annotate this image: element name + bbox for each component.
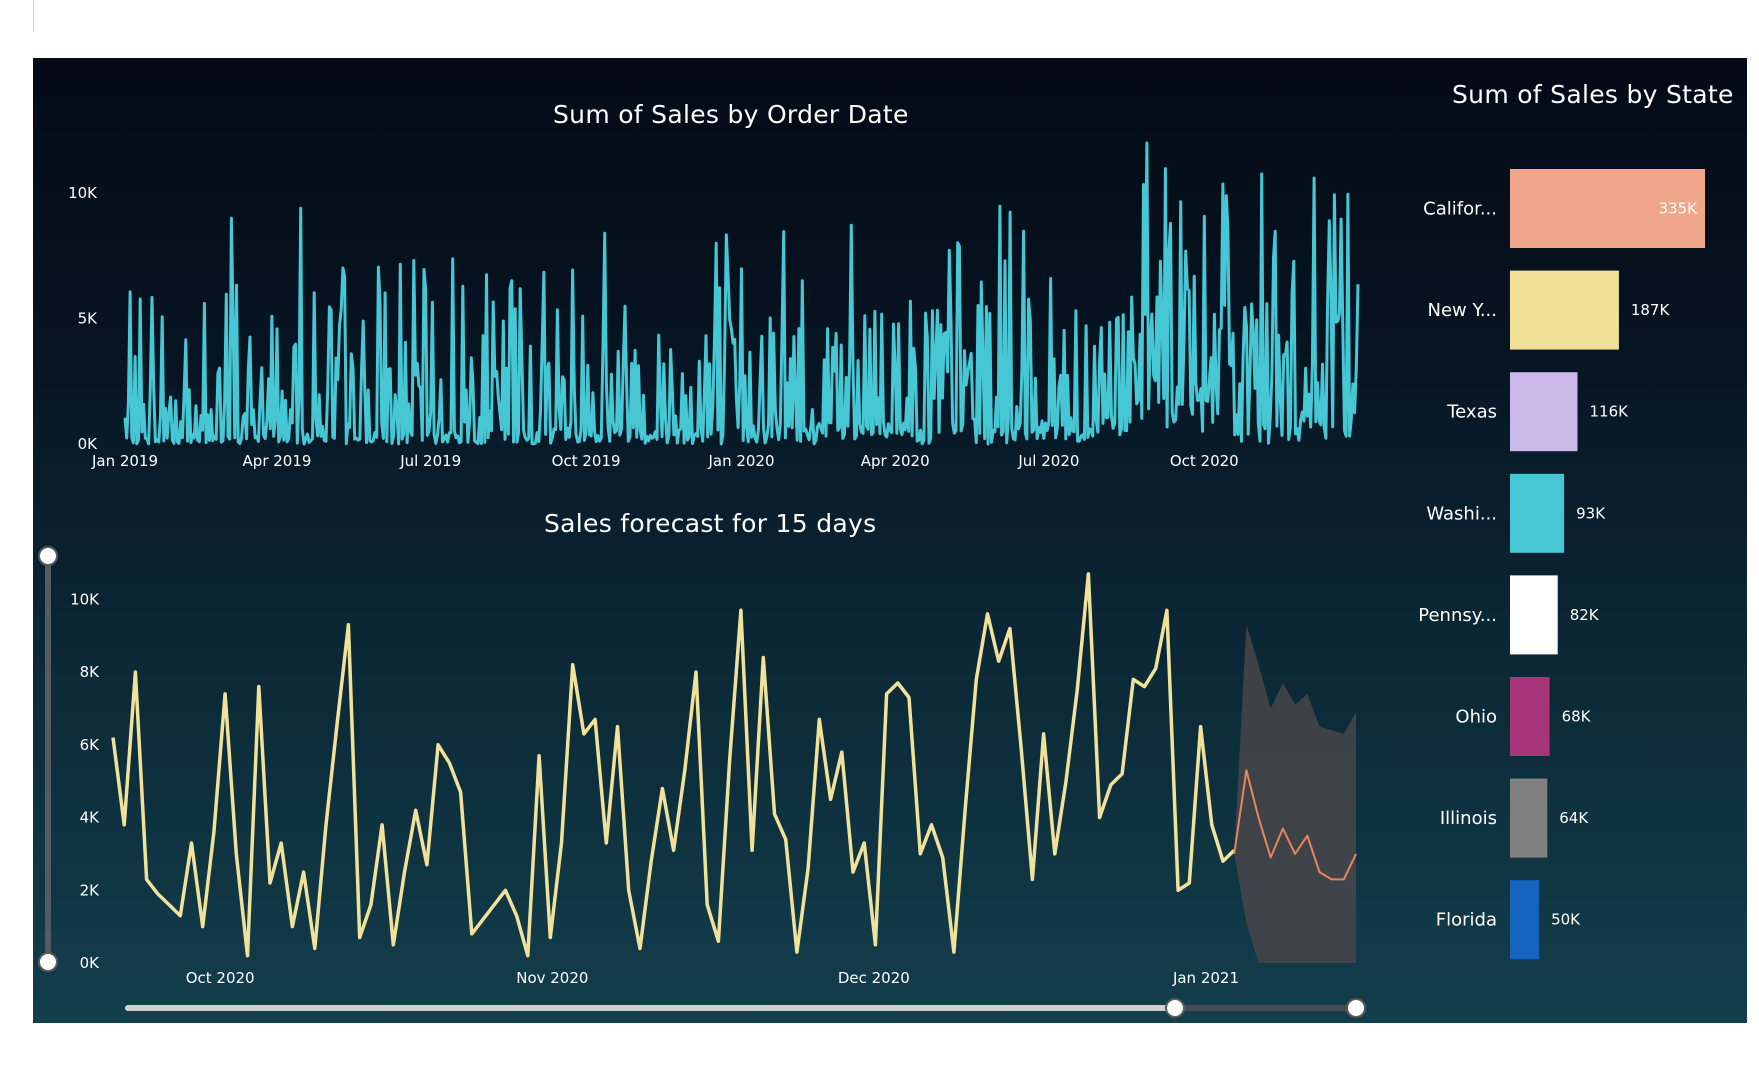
top-divider — [33, 0, 34, 32]
state-label: Ohio — [1455, 707, 1497, 728]
state-bar[interactable] — [1510, 778, 1548, 858]
data-label: 116K — [1590, 403, 1630, 421]
state-bar[interactable] — [1510, 880, 1540, 960]
x-tick-label: Oct 2020 — [186, 969, 255, 987]
data-label: 82K — [1570, 606, 1600, 624]
chart-title-forecast: Sales forecast for 15 days — [544, 509, 877, 538]
dashboard-panel: Sum of Sales by Order Date Sales forecas… — [33, 58, 1747, 1023]
sales-line — [123, 141, 1360, 446]
y-tick-label: 6K — [80, 736, 101, 754]
forecast-confidence-band — [1234, 624, 1356, 963]
bar-chart-sales-by-state[interactable]: Califor... 335K New Y... 187K Texas 116K Washi… — [33, 58, 1747, 1023]
data-label: 93K — [1576, 504, 1606, 522]
chart-title-sales-by-state: Sum of Sales by State — [1452, 80, 1734, 109]
x-tick-label: Apr 2020 — [861, 452, 930, 470]
x-tick-label: Jul 2019 — [399, 452, 461, 470]
data-label: 187K — [1631, 301, 1671, 319]
state-bar[interactable] — [1510, 169, 1705, 248]
y-tick-label: 2K — [80, 881, 101, 899]
y-tick-label: 10K — [68, 184, 98, 202]
y-tick-label: 5K — [78, 310, 99, 328]
x-tick-label: Nov 2020 — [516, 969, 588, 987]
x-tick-label: Apr 2019 — [243, 452, 312, 470]
x-tick-label: Jul 2020 — [1017, 452, 1079, 470]
line-chart-sales-by-date: 0K 5K 10K Jan 2019 Apr 2019 Jul 2019 Oct 2019 J… — [68, 141, 1360, 470]
line-chart-forecast: 0K 2K 4K 6K 8K 10K Oct 2020 Nov 2020 Dec 2020 Jan… — [70, 572, 1357, 987]
horizontal-slider-left-handle[interactable] — [1165, 998, 1185, 1018]
state-label: Califor... — [1423, 199, 1497, 220]
x-tick-label: Dec 2020 — [838, 969, 910, 987]
state-bar[interactable] — [1510, 270, 1619, 350]
x-tick-label: Oct 2019 — [552, 452, 621, 470]
x-tick-label: Jan 2020 — [707, 452, 774, 470]
actual-sales-line — [111, 572, 1236, 958]
data-label: 50K — [1551, 911, 1581, 929]
slider-controls[interactable] — [33, 58, 1747, 1023]
data-label: 68K — [1562, 708, 1592, 726]
state-label: Illinois — [1440, 808, 1497, 829]
state-bar[interactable] — [1510, 372, 1578, 452]
y-tick-label: 0K — [78, 435, 99, 453]
horizontal-slider-right-handle[interactable] — [1346, 998, 1366, 1018]
state-label: Texas — [1446, 402, 1497, 423]
state-bar[interactable] — [1510, 473, 1565, 553]
state-bar[interactable] — [1510, 677, 1550, 756]
forecast-line — [1233, 769, 1357, 881]
state-label: Florida — [1436, 910, 1497, 931]
x-tick-label: Jan 2021 — [1172, 969, 1239, 987]
data-label: 335K — [1659, 200, 1699, 218]
y-tick-label: 4K — [80, 809, 101, 827]
x-tick-label: Oct 2020 — [1170, 452, 1239, 470]
x-tick-label: Jan 2019 — [91, 452, 158, 470]
chart-title-sales-by-date: Sum of Sales by Order Date — [553, 100, 909, 129]
state-label: Pennsy... — [1418, 605, 1497, 626]
state-bar[interactable] — [1510, 575, 1558, 655]
vertical-slider-bottom-handle[interactable] — [38, 952, 58, 972]
state-label: New Y... — [1428, 300, 1498, 321]
state-label: Washi... — [1426, 503, 1497, 524]
y-tick-label: 0K — [80, 954, 101, 972]
y-tick-label: 10K — [70, 590, 100, 608]
data-label: 64K — [1559, 809, 1589, 827]
y-tick-label: 8K — [80, 663, 101, 681]
vertical-slider-top-handle[interactable] — [38, 546, 58, 566]
